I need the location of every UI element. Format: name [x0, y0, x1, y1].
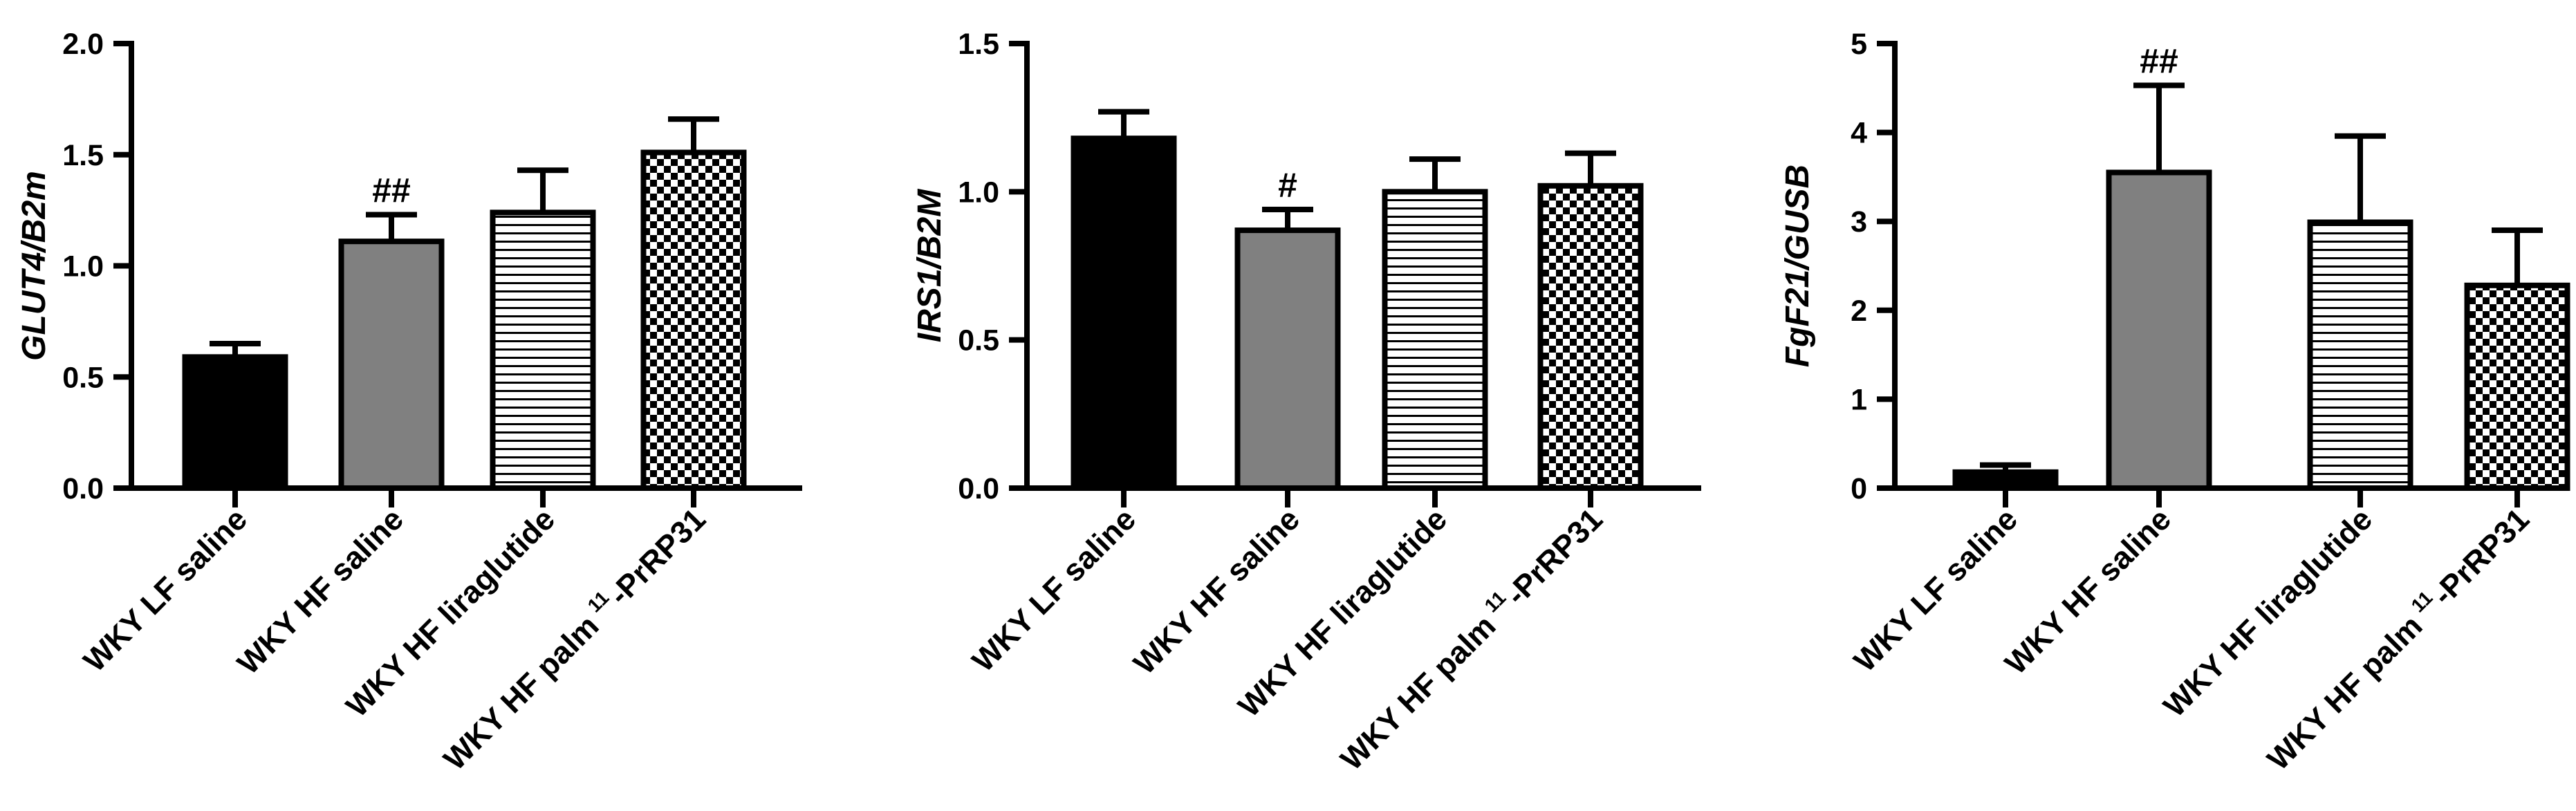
- y-tick-label: 1.5: [958, 28, 999, 61]
- x-category-label: WKY LF saline: [1847, 501, 2024, 678]
- bar-checker: [1537, 183, 1644, 491]
- bar-black: [182, 354, 288, 491]
- x-category-label: WKY HF palm11-PrRP31: [1332, 499, 1610, 777]
- y-tick-label: 0: [1851, 472, 1867, 505]
- bar-gray: [2106, 169, 2212, 491]
- y-tick-label: 0.0: [62, 472, 104, 505]
- y-axis-title: IRS1/B2M: [911, 189, 948, 342]
- significance-annotation: #: [1278, 166, 1297, 205]
- y-tick-label: 1.5: [62, 139, 104, 172]
- y-tick-label: 1: [1851, 383, 1867, 416]
- y-tick-label: 1.0: [62, 250, 104, 283]
- y-tick-label: 0.5: [62, 361, 104, 394]
- bar-gray: [338, 239, 445, 491]
- y-tick-label: 0.5: [958, 324, 999, 357]
- y-axis-title: FgF21/GUSB: [1779, 165, 1816, 367]
- y-tick-label: 2.0: [62, 28, 104, 61]
- x-category-label: WKY HF palm11-PrRP31: [435, 499, 713, 777]
- bar-hlines: [490, 209, 596, 491]
- y-tick-label: 0.0: [958, 472, 999, 505]
- x-category-label: WKY HF palm11-PrRP31: [2259, 499, 2537, 777]
- chart-panel-1: 0.0 0.5 1.0 1.5 2.0 GLUT4/B2m WKY LF saline WKY…: [16, 28, 802, 777]
- bar-checker: [2464, 282, 2570, 491]
- y-tick-label: 4: [1851, 117, 1867, 150]
- bar-hlines: [1382, 189, 1488, 491]
- y-tick-label: 3: [1851, 205, 1867, 239]
- significance-annotation: ##: [2140, 41, 2178, 80]
- chart-panel-2: 0.0 0.5 1.0 1.5 IRS1/B2M WKY LF saline WKY HF …: [911, 28, 1701, 777]
- bar-gray: [1234, 227, 1341, 491]
- bar-black: [1071, 136, 1177, 491]
- bar-hlines: [2307, 219, 2413, 491]
- bar-checker: [640, 149, 747, 491]
- x-category-label: WKY HF saline: [1998, 501, 2178, 681]
- x-category-label: WKY LF saline: [965, 501, 1142, 678]
- bar-black: [1952, 469, 2059, 491]
- x-category-label: WKY LF saline: [77, 501, 254, 678]
- significance-annotation: ##: [372, 171, 411, 210]
- y-tick-label: 1.0: [958, 176, 999, 209]
- y-tick-label: 5: [1851, 28, 1867, 61]
- y-tick-label: 2: [1851, 295, 1867, 328]
- y-axis-title: GLUT4/B2m: [16, 171, 53, 361]
